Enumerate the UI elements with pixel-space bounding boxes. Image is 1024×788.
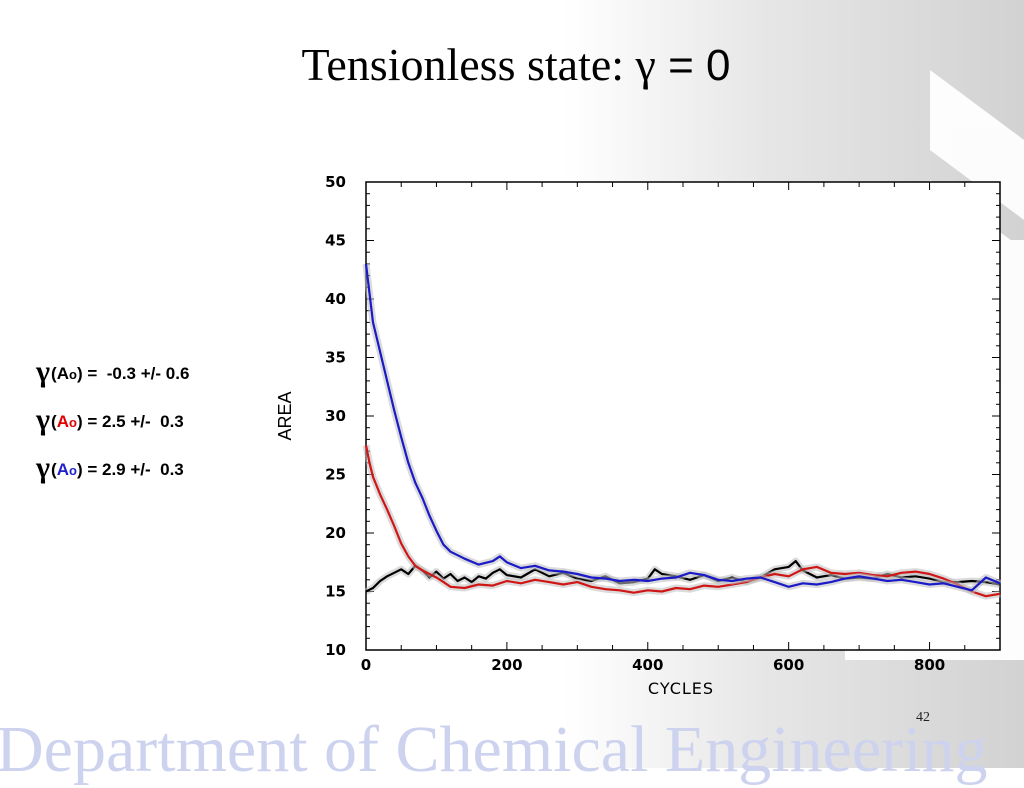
title-text: Tensionless state: <box>301 39 636 90</box>
y-tick-label: 20 <box>325 524 346 542</box>
series-2-line <box>364 263 1001 592</box>
gamma-symbol: γ <box>36 355 51 388</box>
x-tick-label: 600 <box>773 656 804 674</box>
y-tick-label: 35 <box>325 349 346 367</box>
legend-area-subscript: o <box>69 366 77 382</box>
legend-value: = 2.9 +/- 0.3 <box>82 460 184 479</box>
legend-value: = 2.5 +/- 0.3 <box>82 412 184 431</box>
legend-area-subscript: o <box>69 462 77 478</box>
footer-department-text: Department of Chemical Engineering <box>0 713 988 786</box>
legend-row-blue: γ ( A o ) = 2.9 +/- 0.3 <box>36 446 276 494</box>
gamma-legend: γ ( A o ) = -0.3 +/- 0.6 γ ( A o ) = 2.5… <box>36 350 276 494</box>
legend-area-subscript: o <box>69 414 77 430</box>
legend-area-symbol: A <box>56 460 69 479</box>
gamma-symbol: γ <box>36 451 51 484</box>
x-tick-label: 800 <box>914 656 945 674</box>
y-tick-label: 10 <box>325 641 346 659</box>
legend-close-paren: ) <box>76 364 83 383</box>
y-tick-label: 45 <box>325 232 346 250</box>
legend-open-paren: ( <box>51 460 57 479</box>
title-gamma: γ <box>635 39 656 90</box>
legend-close-paren: ) <box>76 412 83 431</box>
x-tick-label: 0 <box>361 656 371 674</box>
x-tick-label: 200 <box>491 656 522 674</box>
y-tick-label: 40 <box>325 290 346 308</box>
y-tick-label: 25 <box>325 466 346 484</box>
legend-open-paren: ( <box>51 364 57 383</box>
legend-row-black: γ ( A o ) = -0.3 +/- 0.6 <box>36 350 276 398</box>
gamma-symbol: γ <box>36 403 51 436</box>
y-axis-label: AREA <box>275 391 295 440</box>
y-tick-label: 30 <box>325 407 346 425</box>
slide-title: Tensionless state: γ = 0 <box>0 38 1024 91</box>
legend-value: = -0.3 +/- 0.6 <box>82 364 190 383</box>
title-equation: = 0 <box>655 41 731 90</box>
legend-open-paren: ( <box>51 412 57 431</box>
legend-close-paren: ) <box>76 460 83 479</box>
series-1-line <box>364 445 1001 598</box>
y-tick-label: 15 <box>325 583 346 601</box>
x-axis-label: CYCLES <box>648 679 714 698</box>
page-number: 42 <box>916 710 930 725</box>
legend-area-symbol: A <box>56 412 69 431</box>
legend-row-red: γ ( A o ) = 2.5 +/- 0.3 <box>36 398 276 446</box>
area-vs-cycles-chart: 0 200 400 600 800 10 15 20 25 30 35 40 45 50 CYCLES ARE… <box>275 173 1002 698</box>
y-tick-label: 50 <box>325 173 346 191</box>
legend-area-symbol: A <box>56 364 69 383</box>
x-tick-label: 400 <box>632 656 663 674</box>
